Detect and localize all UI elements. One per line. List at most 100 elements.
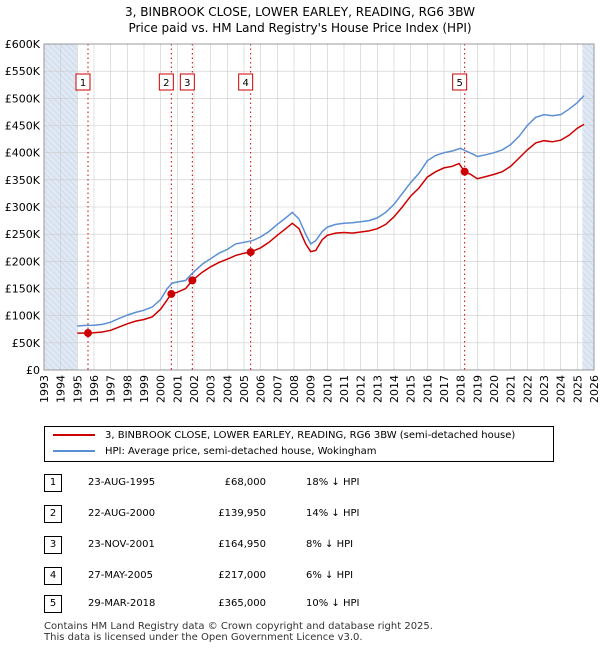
transaction-number: 3 (44, 536, 62, 554)
hatch-line (582, 62, 595, 75)
hatch-line (582, 344, 595, 357)
x-tick-label: 2006 (255, 375, 268, 403)
transaction-date: 23-NOV-2001 (88, 539, 155, 550)
hatch-line (65, 43, 78, 57)
hatch-line (43, 340, 74, 371)
sale-number-box (158, 73, 174, 91)
transaction-price: £217,000 (218, 570, 266, 581)
x-tick-label: 2022 (521, 375, 534, 403)
footer-attribution: Contains HM Land Registry data © Crown c… (44, 621, 433, 643)
hatch-line (582, 188, 595, 201)
x-tick-label: 2012 (355, 375, 368, 403)
transaction-price: £365,000 (218, 598, 266, 609)
x-tick-label: 2020 (488, 375, 501, 403)
transaction-date: 27-MAY-2005 (88, 570, 154, 581)
transaction-date: 29-MAR-2018 (88, 598, 156, 609)
hatch-line (582, 50, 595, 63)
hatch-line (582, 254, 595, 267)
x-tick-label: 2026 (588, 375, 600, 403)
hatch-line (582, 350, 595, 363)
y-tick-label: £0 (26, 364, 40, 377)
y-tick-label: £450K (5, 120, 41, 133)
y-tick-label: £50K (12, 337, 41, 350)
hatch-line (582, 158, 595, 171)
transaction-number: 5 (44, 595, 62, 613)
sale-number-label: 4 (242, 78, 248, 89)
hatch-line (47, 43, 78, 75)
transaction-hpi: 14% ↓ HPI (306, 508, 360, 519)
hatch-line (582, 80, 595, 93)
hatch-line (582, 68, 595, 81)
hatch-line (582, 86, 595, 99)
hatch-line (582, 308, 595, 321)
x-tick-label: 2005 (238, 375, 251, 403)
hatch-line (53, 43, 78, 69)
x-tick-label: 2011 (338, 375, 351, 403)
title-line-1: 3, BINBROOK CLOSE, LOWER EARLEY, READING… (125, 5, 475, 19)
x-tick-label: 2015 (405, 375, 418, 403)
hatch-line (582, 122, 595, 135)
legend-swatch-hpi (53, 450, 95, 452)
x-tick-label: 2002 (188, 375, 201, 403)
x-tick-label: 2010 (321, 375, 334, 403)
y-tick-label: £600K (5, 38, 41, 51)
transaction-price: £139,950 (218, 508, 266, 519)
x-tick-label: 2007 (271, 375, 284, 403)
x-tick-label: 2016 (421, 375, 434, 403)
x-tick-label: 2008 (288, 375, 301, 403)
hatch-line (582, 362, 591, 371)
hatch-line (59, 43, 78, 63)
y-tick-label: £400K (5, 147, 41, 160)
x-tick-label: 1999 (138, 375, 151, 403)
hatch-line (582, 134, 595, 147)
hatch-line (582, 176, 595, 189)
hatch-line (582, 338, 595, 351)
transaction-number: 1 (44, 474, 62, 492)
hatch-line (582, 194, 595, 207)
legend-label-property: 3, BINBROOK CLOSE, LOWER EARLEY, READING… (105, 430, 516, 441)
hpi-series-line (77, 95, 585, 327)
footer-line-1: Contains HM Land Registry data © Crown c… (44, 621, 433, 632)
hatch-line (582, 302, 595, 315)
hatch-line (43, 364, 50, 371)
legend-swatch-property (53, 434, 95, 436)
x-tick-label: 2023 (538, 375, 551, 403)
hatch-line (582, 296, 595, 309)
hatch-line (587, 43, 595, 51)
x-tick-label: 2013 (371, 375, 384, 403)
transaction-hpi: 8% ↓ HPI (306, 539, 354, 550)
hatch-line (582, 182, 595, 195)
sale-point (167, 289, 176, 298)
x-tick-label: 2018 (455, 375, 468, 403)
y-tick-label: £150K (5, 283, 41, 296)
transaction-date: 23-AUG-1995 (88, 477, 156, 488)
hatch-line (582, 206, 595, 219)
x-tick-label: 2004 (221, 375, 234, 403)
legend-item-hpi: HPI: Average price, semi-detached house,… (53, 444, 376, 460)
x-tick-label: 2003 (205, 375, 218, 403)
hatch-line (582, 98, 595, 111)
x-tick-label: 1997 (105, 375, 118, 403)
hatch-line (582, 284, 595, 297)
x-tick-label: 2000 (155, 375, 168, 403)
hatch-line (582, 320, 595, 333)
sale-number-label: 1 (80, 78, 86, 89)
x-tick-label: 2025 (571, 375, 584, 403)
transaction-hpi: 18% ↓ HPI (306, 477, 360, 488)
hatch-line (582, 146, 595, 159)
y-tick-label: £250K (5, 228, 41, 241)
hatch-line (43, 358, 56, 371)
sale-number-box (452, 73, 468, 91)
x-tick-label: 1996 (88, 375, 101, 403)
y-tick-label: £100K (5, 310, 41, 323)
hatch-line (582, 290, 595, 303)
hatch-line (582, 140, 595, 153)
y-tick-label: £300K (5, 201, 41, 214)
sale-number-box (238, 73, 254, 91)
hatch-line (582, 260, 595, 273)
price-chart: 1 2 3 4 5 £0 £50K £100K £150K £200K £250K £300K £350… (5, 38, 600, 403)
legend-label-hpi: HPI: Average price, semi-detached house,… (105, 446, 377, 457)
sale-point (84, 329, 92, 338)
hatch-line (582, 326, 595, 339)
sale-number-label: 2 (163, 78, 169, 89)
